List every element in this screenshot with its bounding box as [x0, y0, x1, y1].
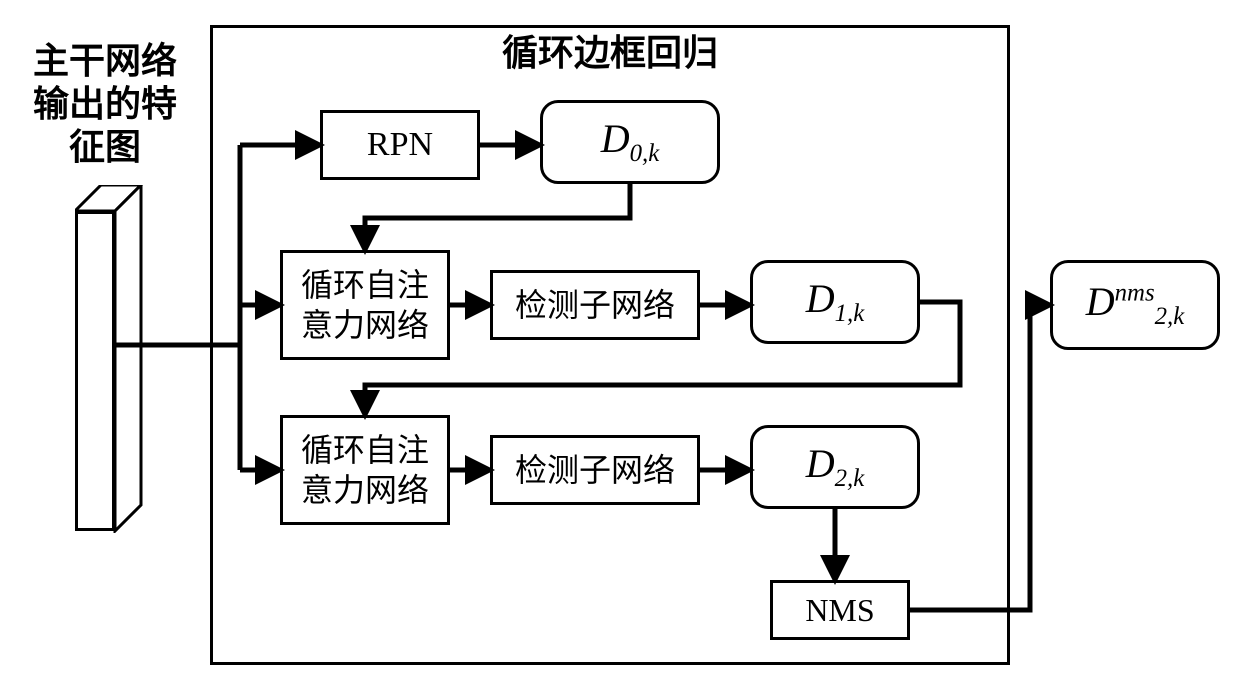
rpn-block: RPN: [320, 110, 480, 180]
d1-math: D1,k: [806, 274, 865, 330]
attn-block-2: 循环自注 意力网络: [280, 415, 450, 525]
d0-node: D0,k: [540, 100, 720, 184]
feature-map-icon: [75, 185, 141, 531]
outer-frame-title: 循环边框回归: [420, 32, 800, 75]
detect-block-2: 检测子网络: [490, 435, 700, 505]
feature-map-label: 主干网络 输出的特 征图: [20, 40, 190, 170]
d1-node: D1,k: [750, 260, 920, 344]
d2nms-node: Dnms2,k: [1050, 260, 1220, 350]
d0-math: D0,k: [601, 114, 660, 170]
d2nms-math: Dnms2,k: [1086, 277, 1184, 333]
attn2-label: 循环自注 意力网络: [301, 430, 429, 510]
d2-node: D2,k: [750, 425, 920, 509]
det1-label: 检测子网络: [515, 285, 675, 325]
d2-math: D2,k: [806, 439, 865, 495]
nms-block: NMS: [770, 580, 910, 640]
nms-label: NMS: [805, 590, 874, 630]
attn1-label: 循环自注 意力网络: [301, 265, 429, 345]
detect-block-1: 检测子网络: [490, 270, 700, 340]
det2-label: 检测子网络: [515, 450, 675, 490]
rpn-label: RPN: [367, 124, 433, 167]
diagram-stage: 循环边框回归 主干网络 输出的特 征图 RPN D0,k 循环自注 意力网络 检…: [0, 0, 1240, 694]
attn-block-1: 循环自注 意力网络: [280, 250, 450, 360]
